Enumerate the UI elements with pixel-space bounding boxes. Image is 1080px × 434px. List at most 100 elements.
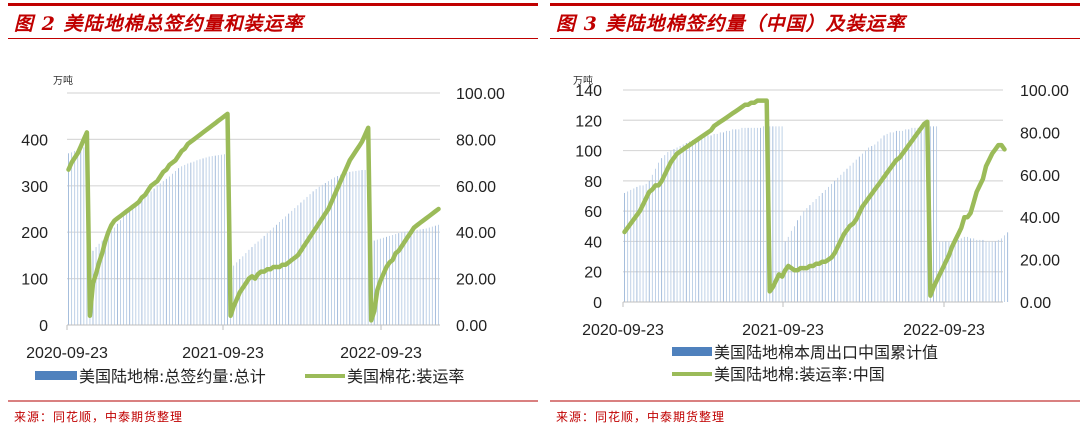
bar (116, 223, 118, 325)
bar (821, 192, 823, 302)
bar (923, 126, 925, 302)
bar (704, 136, 706, 302)
bar (812, 202, 814, 302)
bar (954, 239, 956, 302)
bar (858, 156, 860, 302)
legend-swatch-bar (35, 371, 77, 380)
bar (318, 186, 320, 325)
bar (951, 241, 953, 302)
bar (710, 135, 712, 302)
bar (144, 196, 146, 325)
bar (661, 158, 663, 302)
title-divider (550, 38, 1080, 39)
figure-2-chart: 0 100 200 300 400 0.00 20.00 40.00 60.00 80.00 100… (21, 74, 505, 386)
bar (224, 154, 225, 325)
bar (434, 225, 436, 325)
bar (818, 196, 820, 302)
bar (407, 231, 409, 325)
top-red-rule (8, 3, 538, 6)
bar (373, 240, 375, 325)
bar (138, 202, 140, 325)
source-divider (8, 400, 538, 402)
bar (994, 241, 996, 302)
bar (285, 216, 287, 325)
bar (834, 180, 836, 302)
bar (110, 230, 112, 325)
bar (303, 199, 305, 325)
bar (741, 127, 743, 302)
bar (963, 236, 965, 302)
source-divider (550, 400, 1080, 402)
bar (282, 219, 283, 325)
bar (713, 133, 715, 302)
bar (126, 212, 128, 325)
bar (175, 170, 176, 325)
bar (744, 127, 746, 302)
bar (633, 188, 635, 302)
right-axis-tick: 80.00 (1020, 125, 1060, 142)
bar (413, 230, 415, 325)
bar (877, 141, 879, 302)
bar (208, 156, 210, 325)
bar (855, 159, 857, 302)
bar (263, 235, 265, 325)
bar (334, 177, 335, 325)
bar (692, 139, 693, 302)
bar (382, 237, 384, 325)
bar (300, 202, 302, 325)
bar (763, 126, 765, 302)
unit-label: 万吨 (53, 74, 73, 87)
bar (908, 129, 910, 302)
bar (361, 170, 363, 325)
bar (902, 130, 904, 302)
bar (806, 208, 808, 302)
bar (297, 205, 299, 325)
bar (257, 241, 259, 325)
bar (772, 126, 774, 302)
bar (1007, 232, 1009, 302)
bar (211, 156, 213, 325)
left-axis-tick: 40 (584, 234, 602, 251)
bar (309, 194, 311, 325)
bar (957, 239, 959, 302)
line-series (622, 98, 1007, 298)
bar (976, 239, 978, 302)
bar (337, 176, 339, 325)
bar (636, 186, 638, 302)
bar (886, 133, 888, 302)
bar (899, 130, 900, 302)
bar (184, 164, 186, 325)
bar (667, 152, 669, 302)
right-axis-tick: 20.00 (456, 272, 496, 289)
bar (639, 185, 641, 302)
right-axis-tick: 0.00 (1020, 295, 1051, 312)
bar (358, 170, 360, 325)
bar (664, 155, 666, 302)
bar (905, 129, 907, 302)
bar (797, 220, 799, 302)
bar (251, 247, 253, 325)
bar (701, 136, 703, 302)
bar (716, 133, 718, 302)
bar (722, 132, 724, 302)
bar (781, 126, 783, 302)
bar (750, 127, 752, 302)
bar (162, 181, 164, 325)
bar (104, 237, 106, 325)
figure-3-chart: 0 20 40 60 80 100 120 140 0.00 20.00 40.00 60.00 80.… (573, 74, 1069, 384)
bar (803, 211, 805, 302)
bar (181, 166, 183, 325)
bar (982, 239, 984, 302)
bar (346, 172, 348, 325)
bar (892, 132, 894, 302)
bar (673, 149, 675, 302)
bar (707, 135, 709, 302)
bar (95, 247, 97, 325)
right-axis-tick: 40.00 (1020, 210, 1060, 227)
bar (349, 171, 351, 325)
bar (71, 152, 73, 325)
bar (389, 235, 391, 325)
bar (670, 150, 672, 302)
bar (306, 196, 308, 325)
bar (260, 238, 262, 325)
